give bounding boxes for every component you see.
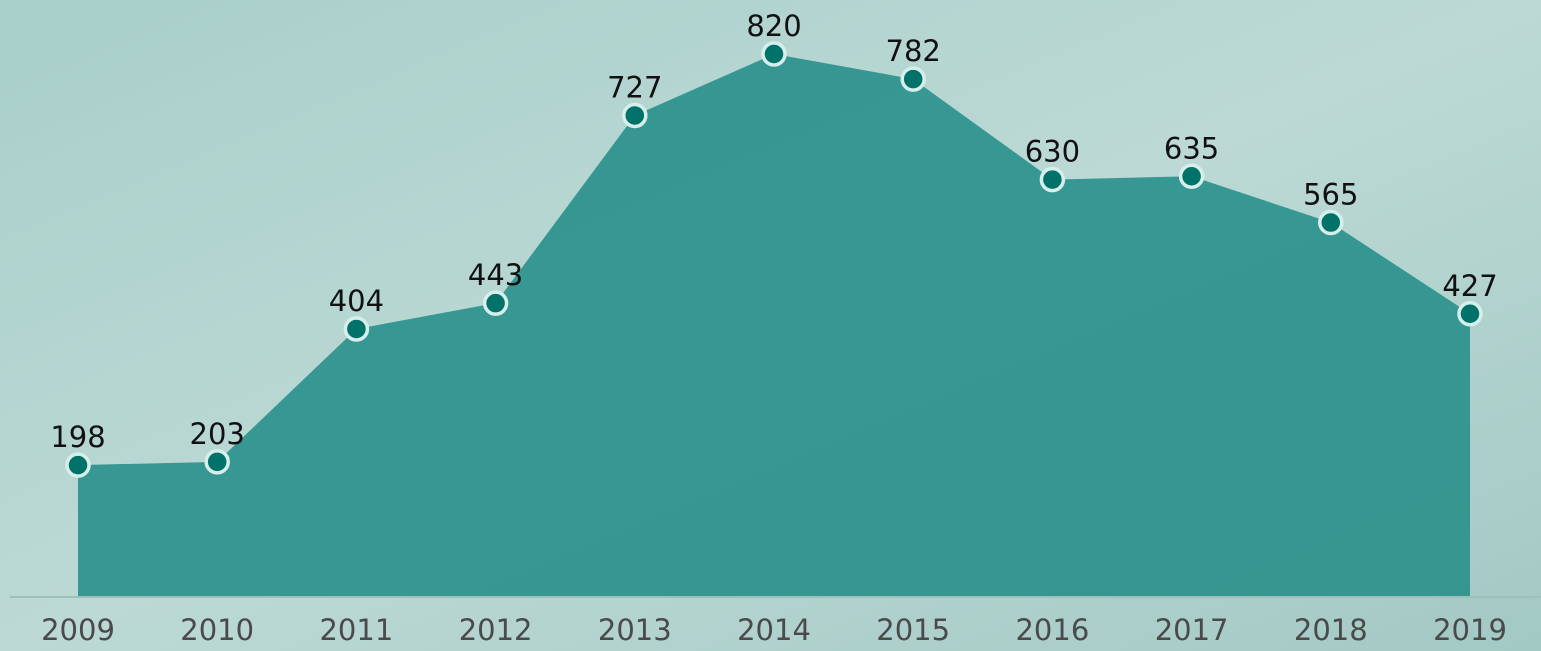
marker xyxy=(622,102,648,129)
x-tick-label: 2012 xyxy=(459,613,533,647)
x-tick-label: 2014 xyxy=(737,613,811,647)
x-tick-label: 2019 xyxy=(1433,613,1507,647)
value-label: 782 xyxy=(886,34,941,68)
marker xyxy=(1457,301,1483,327)
value-label: 565 xyxy=(1303,178,1358,212)
marker xyxy=(343,316,370,342)
x-tick-label: 2010 xyxy=(180,613,254,647)
value-label: 727 xyxy=(607,70,662,104)
marker xyxy=(1318,209,1344,236)
value-label: 443 xyxy=(468,258,523,292)
marker xyxy=(204,449,230,475)
value-label: 630 xyxy=(1025,135,1080,169)
marker xyxy=(900,66,926,92)
value-label: 635 xyxy=(1164,131,1219,165)
value-label: 820 xyxy=(746,9,801,43)
x-tick-label: 2018 xyxy=(1294,613,1368,647)
x-tick-label: 2013 xyxy=(598,613,672,647)
marker xyxy=(761,41,787,67)
marker xyxy=(482,290,509,316)
x-tick-label: 2016 xyxy=(1015,613,1089,647)
value-label: 427 xyxy=(1442,269,1497,303)
marker xyxy=(1039,166,1066,193)
marker xyxy=(1178,163,1205,190)
x-tick-label: 2009 xyxy=(41,613,115,647)
value-label: 203 xyxy=(190,417,245,451)
value-label: 198 xyxy=(50,420,105,454)
value-label: 404 xyxy=(329,284,384,318)
x-tick-label: 2015 xyxy=(876,613,950,647)
marker xyxy=(65,452,91,478)
area xyxy=(78,53,1470,597)
x-tick-label: 2017 xyxy=(1155,613,1229,647)
x-tick-label: 2011 xyxy=(319,613,393,647)
